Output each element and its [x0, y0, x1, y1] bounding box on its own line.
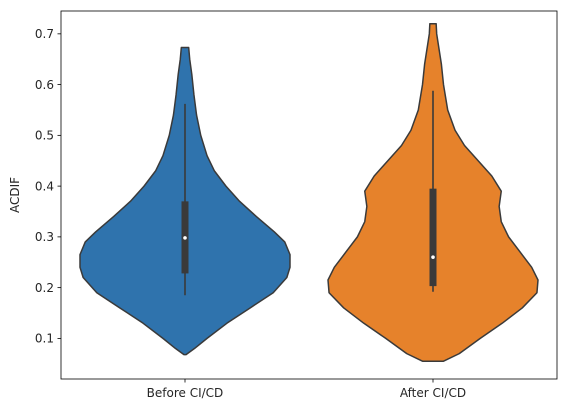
y-tick-label: 0.4	[35, 179, 54, 193]
x-tick-label: Before CI/CD	[147, 386, 224, 400]
median-dot	[183, 236, 187, 240]
y-tick-label: 0.2	[35, 281, 54, 295]
y-tick-label: 0.1	[35, 332, 54, 346]
violins-layer	[79, 22, 539, 362]
y-tick-label: 0.3	[35, 230, 54, 244]
median-dot	[431, 255, 435, 259]
axes-frame	[60, 10, 558, 380]
y-tick-label: 0.6	[35, 78, 54, 92]
y-tick-label: 0.7	[35, 27, 54, 41]
x-axis: Before CI/CD After CI/CD	[147, 379, 466, 400]
y-axis-title: ACDIF	[8, 177, 22, 213]
y-axis: 0.1 0.2 0.3 0.4 0.5 0.6 0.7	[35, 27, 61, 346]
x-tick-label: After CI/CD	[400, 386, 466, 400]
y-tick-label: 0.5	[35, 129, 54, 143]
iqr-box	[429, 188, 437, 287]
